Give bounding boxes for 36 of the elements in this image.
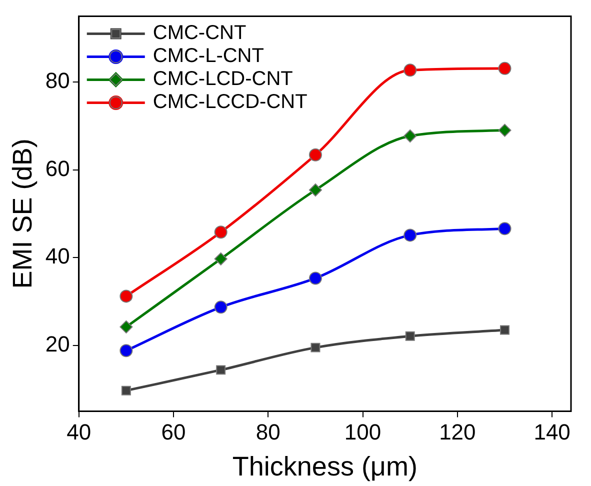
point bbox=[500, 325, 510, 335]
y-tick-label: 20 bbox=[45, 331, 70, 356]
y-tick-label: 60 bbox=[45, 156, 70, 181]
point bbox=[216, 365, 226, 375]
point bbox=[498, 222, 512, 236]
point bbox=[120, 344, 133, 358]
legend-label: CMC-LCCD-CNT bbox=[152, 91, 308, 114]
point bbox=[404, 64, 417, 77]
point bbox=[498, 124, 512, 137]
legend-label: CMC-CNT bbox=[152, 22, 246, 44]
y-axis-title: EMI SE (dB) bbox=[8, 138, 38, 289]
point bbox=[214, 252, 228, 266]
x-axis-title: Thickness (μm) bbox=[232, 451, 418, 482]
point bbox=[498, 62, 512, 75]
point bbox=[120, 290, 133, 303]
point bbox=[308, 272, 322, 285]
x-tick-label: 40 bbox=[66, 419, 92, 444]
point bbox=[404, 130, 417, 143]
y-tick-label: 40 bbox=[45, 244, 70, 269]
point bbox=[310, 342, 320, 352]
point bbox=[405, 331, 415, 341]
x-tick-label: 100 bbox=[344, 419, 382, 444]
point bbox=[308, 184, 322, 196]
x-tick-label: 140 bbox=[534, 419, 570, 444]
point bbox=[214, 226, 228, 239]
x-tick-label: 80 bbox=[256, 419, 280, 444]
x-tick-label: 120 bbox=[439, 419, 476, 444]
legend-label: CMC-L-CNT bbox=[152, 45, 264, 68]
legend-label: CMC-LCD-CNT bbox=[152, 68, 293, 90]
y-tick-label: 80 bbox=[45, 68, 70, 94]
x-tick-label: 60 bbox=[161, 419, 186, 444]
point bbox=[214, 300, 228, 314]
point bbox=[120, 320, 133, 334]
point bbox=[404, 228, 417, 242]
point bbox=[308, 148, 322, 162]
point bbox=[121, 386, 131, 396]
